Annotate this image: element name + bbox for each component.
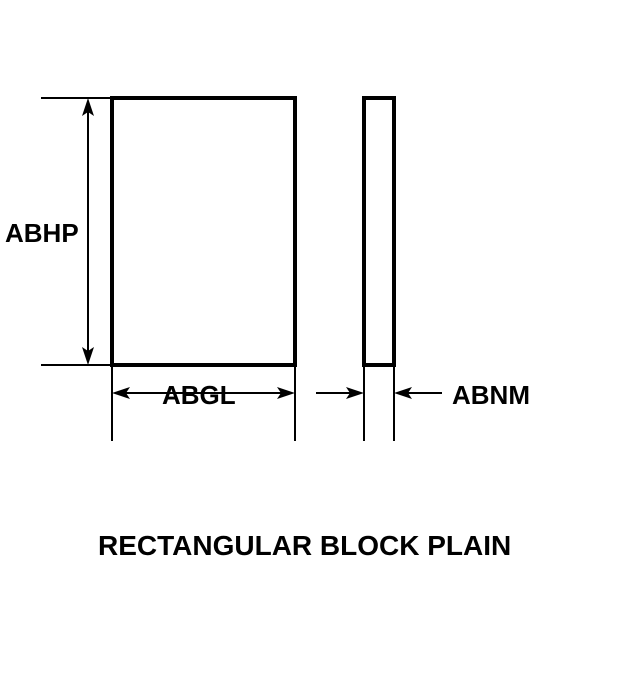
abnm-label: ABNM <box>452 380 530 411</box>
front-view-rect <box>112 98 295 365</box>
diagram-svg <box>0 0 625 685</box>
abhp-label: ABHP <box>5 218 79 249</box>
diagram-title: RECTANGULAR BLOCK PLAIN <box>98 530 511 562</box>
side-view-rect <box>364 98 394 365</box>
abgl-label: ABGL <box>162 380 236 411</box>
diagram-canvas: ABHP ABGL ABNM RECTANGULAR BLOCK PLAIN <box>0 0 625 685</box>
